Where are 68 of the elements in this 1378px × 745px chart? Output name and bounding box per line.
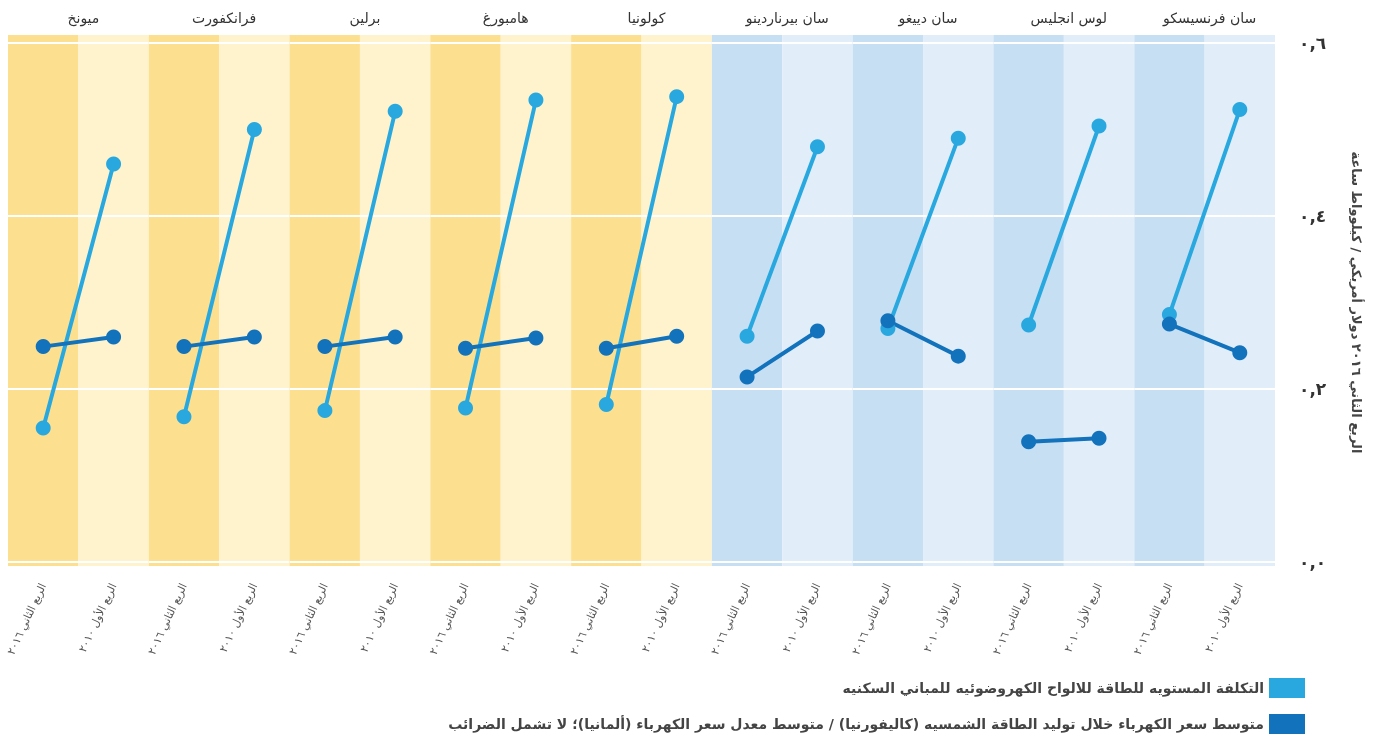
point xyxy=(1091,430,1107,446)
chart-title: برلين xyxy=(349,10,381,27)
point xyxy=(35,339,51,355)
x-tick-label: الربع الأول ٢٠١٠ xyxy=(1060,580,1105,655)
point xyxy=(598,397,614,413)
point xyxy=(317,339,333,355)
point xyxy=(458,340,474,356)
x-tick-label: الربع الثاني ٢٠١٦ xyxy=(990,581,1035,657)
x-tick-label: الربع الثاني ٢٠١٦ xyxy=(1130,581,1176,657)
point xyxy=(1232,345,1248,361)
x-tick-label: الربع الأول ٢٠١٠ xyxy=(1201,580,1246,655)
point xyxy=(1161,316,1177,332)
point xyxy=(176,339,192,355)
chart-title: سان فرنسيسكو xyxy=(1162,10,1257,27)
y-tick-label: ٠,٤ xyxy=(1299,206,1327,226)
point xyxy=(598,340,614,356)
point xyxy=(739,369,755,385)
point xyxy=(1232,102,1248,118)
x-tick-label: الربع الأول ٢٠١٠ xyxy=(75,580,120,655)
point xyxy=(809,323,825,339)
x-tick-label: الربع الثاني ٢٠١٦ xyxy=(4,581,50,657)
chart-title: فرانكفورت xyxy=(192,10,257,27)
point xyxy=(246,329,262,345)
point xyxy=(106,329,122,345)
x-tick-label: الربع الأول ٢٠١٠ xyxy=(356,580,402,655)
point xyxy=(528,92,544,108)
chart-title: سان دييغو xyxy=(897,10,958,27)
point xyxy=(950,130,966,146)
point xyxy=(528,330,544,346)
x-tick-label: الربع الأول ٢٠١٠ xyxy=(638,580,683,655)
x-tick-label: الربع الثاني ٢٠١٦ xyxy=(145,581,190,657)
legend-label: متوسط سعر الكهرباء خلال توليد الطاقة الشمسيه (كاليفورنيا) / متوسط معدل سعر الكهرباء (ألمانيا)؛ لا تشمل الضرائب xyxy=(448,715,1264,733)
point xyxy=(669,89,685,105)
point xyxy=(1021,434,1037,450)
point xyxy=(246,122,262,137)
legend-label: التكلفة المستويه للطاقة للالواح الكهروضوئيه للمباني السكنيه xyxy=(842,680,1264,697)
point xyxy=(1021,317,1037,333)
x-tick-label: الربع الأول ٢٠١٠ xyxy=(779,580,824,655)
point xyxy=(669,328,685,344)
point xyxy=(317,403,333,419)
point xyxy=(35,420,51,436)
x-tick-label: الربع الثاني ٢٠١٦ xyxy=(567,581,613,657)
chart-title: كولونيا xyxy=(627,10,666,27)
point xyxy=(387,103,403,119)
chart-title: سان بيرناردينو xyxy=(744,10,829,27)
y-tick-label: ٠,٦ xyxy=(1299,33,1327,53)
point xyxy=(106,156,122,172)
x-tick-label: الربع الثاني ٢٠١٦ xyxy=(426,581,472,657)
y-axis-title: الربع الثاني ٢٠١٦ دولار أمريكي / كيلوواط ساعة xyxy=(1349,151,1365,454)
x-tick-label: الربع الثاني ٢٠١٦ xyxy=(708,581,753,657)
point xyxy=(1091,118,1107,134)
y-tick-label: ٠,٠ xyxy=(1299,552,1327,572)
x-tick-label: الربع الأول ٢٠١٠ xyxy=(919,580,965,655)
point xyxy=(387,329,403,345)
chart-title: هامبورغ xyxy=(482,10,529,27)
point xyxy=(950,348,966,364)
x-tick-label: الربع الثاني ٢٠١٦ xyxy=(849,581,894,657)
x-tick-label: الربع الأول ٢٠١٠ xyxy=(216,580,261,655)
chart-title: ميونخ xyxy=(67,10,100,27)
y-tick-label: ٠,٢ xyxy=(1299,379,1327,399)
point xyxy=(880,313,896,329)
x-tick-label: الربع الأول ٢٠١٠ xyxy=(497,580,542,655)
point xyxy=(176,409,192,425)
chart-title: لوس انجليس xyxy=(1030,10,1108,27)
point xyxy=(809,139,825,155)
point xyxy=(458,400,474,416)
x-tick-label: الربع الثاني ٢٠١٦ xyxy=(286,581,331,657)
point xyxy=(739,328,755,344)
